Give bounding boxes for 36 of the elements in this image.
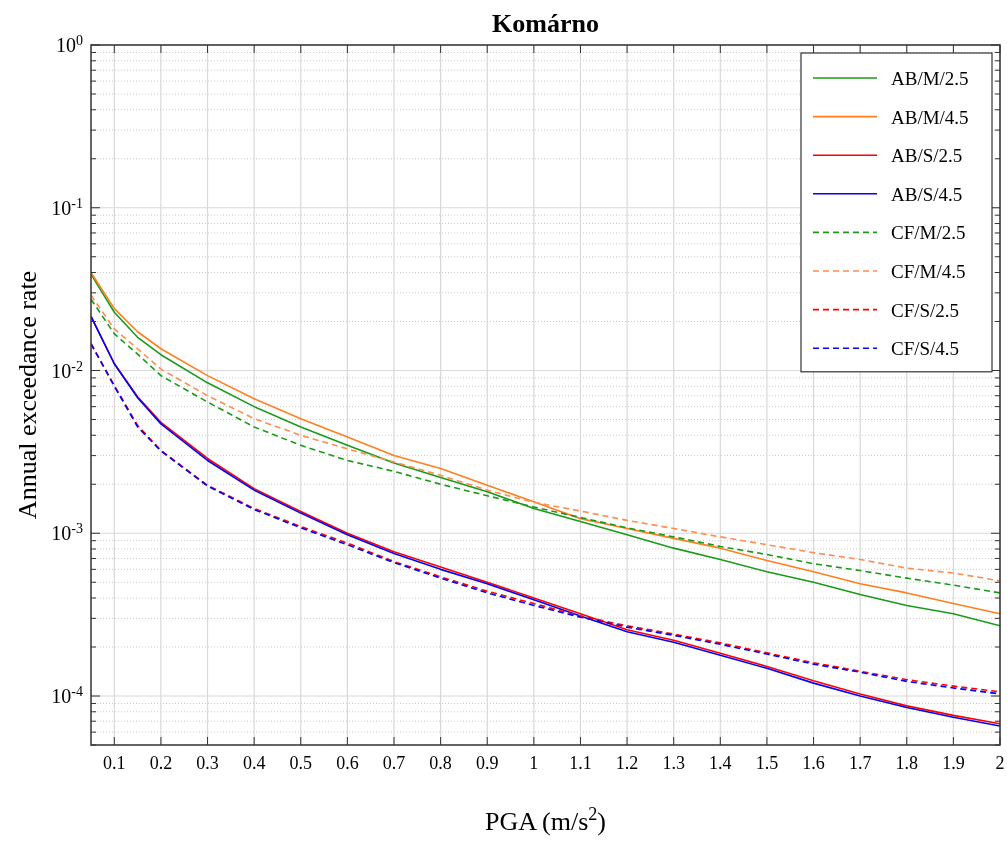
x-tick-label: 1 [529, 753, 539, 773]
x-tick-label: 0.6 [336, 753, 359, 773]
x-tick-label: 1.2 [615, 753, 639, 773]
y-tick-label: 10$^{-4}$ [51, 683, 83, 708]
x-tick-label: 0.1 [103, 753, 126, 773]
legend-label: AB/M/4.5 [891, 106, 969, 128]
legend-label: AB/M/2.5 [891, 68, 969, 89]
legend-label: CF/S/4.5 [891, 338, 960, 360]
x-tick-label: 0.3 [196, 753, 219, 773]
legend-label: AB/S/2.5 [891, 145, 963, 167]
x-tick-label: 0.4 [242, 753, 266, 773]
y-tick-label: 10$^{-2}$ [51, 358, 83, 382]
x-tick-label: 1.3 [662, 753, 685, 773]
x-tick-label: 1.8 [895, 753, 919, 773]
y-tick-label: 10$^{-1}$ [51, 195, 83, 219]
y-tick-label: 10$^{-3}$ [51, 520, 83, 545]
x-tick-label: 0.9 [475, 753, 499, 773]
legend-label: CF/M/2.5 [891, 222, 966, 244]
x-tick-label: 2 [995, 753, 1005, 773]
y-tick-label: 10$^{0}$ [56, 32, 83, 56]
x-tick-label: 1.9 [942, 753, 965, 773]
x-tick-label: 1.6 [802, 753, 825, 773]
legend-label: CF/M/4.5 [891, 261, 966, 282]
x-tick-label: 1.7 [848, 753, 872, 773]
x-tick-label: 1.5 [755, 753, 779, 773]
legend-label: AB/S/4.5 [891, 183, 963, 205]
legend-label: CF/S/2.5 [891, 299, 960, 321]
chart-title: Komárno [492, 9, 599, 38]
x-tick-label: 1.1 [569, 753, 592, 773]
x-tick-label: 0.8 [429, 753, 452, 773]
y-axis-title: Annual exceedance rate [13, 270, 42, 520]
x-axis-title: PGA (m/s$^{2}$) [484, 804, 607, 836]
x-tick-label: 0.7 [382, 753, 406, 773]
x-tick-label: 1.4 [709, 753, 732, 773]
x-tick-label: 0.5 [289, 753, 313, 773]
x-tick-label: 0.2 [149, 753, 173, 773]
